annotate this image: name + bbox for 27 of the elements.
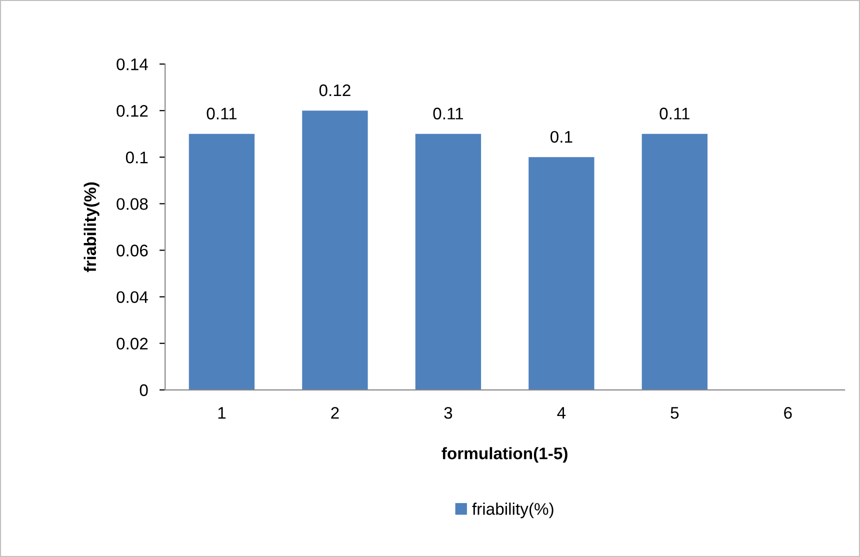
- data-label: 0.1: [550, 130, 572, 143]
- y-tick-label: 0.04: [116, 291, 148, 304]
- x-tick-label: 6: [784, 407, 792, 419]
- y-tick-label: 0.08: [116, 198, 148, 210]
- x-tick-label: 4: [557, 407, 566, 419]
- bar: [415, 134, 482, 390]
- y-tick-label: 0.12: [116, 105, 148, 117]
- y-axis-title: friability(%): [84, 182, 100, 272]
- data-label: 0.11: [433, 108, 463, 120]
- data-label: 0.11: [660, 108, 690, 120]
- x-tick-label: 1: [218, 407, 226, 419]
- y-tick-label: 0.1: [126, 152, 148, 164]
- x-tick-label: 2: [331, 407, 339, 419]
- y-tick-label: 0: [140, 384, 148, 396]
- x-axis-title: formulation(1-5): [442, 447, 568, 463]
- y-tick-label: 0.14: [116, 58, 148, 70]
- data-label: 0.12: [319, 84, 350, 96]
- bar: [302, 110, 368, 390]
- legend-label: friability(%): [472, 502, 554, 518]
- bar: [528, 157, 594, 390]
- bar: [188, 134, 255, 390]
- bar: [642, 134, 708, 390]
- y-tick-label: 0.02: [116, 338, 148, 350]
- x-tick-label: 5: [670, 407, 679, 419]
- y-tick-label: 0.06: [116, 244, 148, 256]
- x-tick-label: 3: [444, 407, 452, 419]
- data-label: 0.11: [206, 108, 237, 120]
